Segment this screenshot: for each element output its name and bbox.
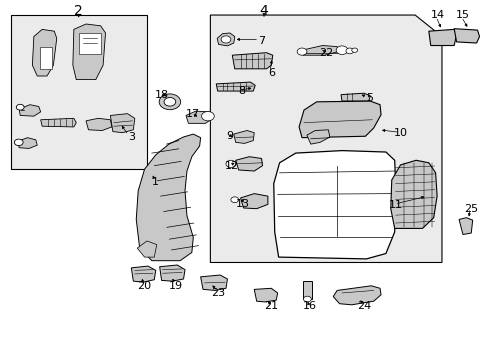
Polygon shape [40,47,52,69]
Text: 1: 1 [152,177,159,187]
Polygon shape [200,275,227,291]
Text: 22: 22 [319,48,333,58]
Circle shape [159,94,180,110]
Polygon shape [73,24,105,80]
Polygon shape [390,160,436,228]
Polygon shape [19,105,41,116]
Text: 15: 15 [455,10,469,20]
Polygon shape [32,30,57,76]
Polygon shape [137,241,157,257]
Polygon shape [18,138,37,148]
Circle shape [14,139,23,145]
Text: 20: 20 [137,281,151,291]
Polygon shape [458,218,472,234]
Polygon shape [332,286,380,305]
Text: 13: 13 [236,199,249,209]
Polygon shape [232,53,272,69]
Text: 17: 17 [185,109,200,119]
Polygon shape [216,82,255,91]
Text: 21: 21 [264,301,278,311]
Polygon shape [306,130,329,144]
Polygon shape [159,265,184,281]
Text: 7: 7 [258,36,264,46]
Text: 14: 14 [429,10,444,20]
Text: 12: 12 [225,161,239,171]
Circle shape [163,98,175,106]
Circle shape [16,104,24,110]
Circle shape [230,197,238,203]
Polygon shape [453,29,479,43]
Circle shape [297,48,306,55]
Text: 5: 5 [365,93,372,103]
Text: 25: 25 [463,204,477,214]
Circle shape [345,48,353,54]
Text: 3: 3 [128,132,135,142]
Polygon shape [41,118,76,127]
Polygon shape [86,118,112,131]
Text: 2: 2 [74,4,83,18]
Text: 9: 9 [226,131,233,141]
Text: 11: 11 [388,200,402,210]
Bar [303,281,311,299]
Polygon shape [185,111,212,123]
Circle shape [221,36,230,43]
Polygon shape [254,288,277,302]
Polygon shape [79,33,101,54]
Text: 19: 19 [169,281,183,291]
Bar [11,15,147,169]
Circle shape [225,160,235,167]
Text: 24: 24 [356,301,370,311]
Polygon shape [240,194,267,209]
Polygon shape [136,134,200,261]
Polygon shape [299,101,380,138]
Text: 16: 16 [302,301,316,311]
Circle shape [335,46,347,54]
Text: 23: 23 [211,288,225,298]
Circle shape [201,112,214,121]
Polygon shape [217,33,234,46]
Polygon shape [110,114,135,133]
Polygon shape [233,131,254,143]
Text: 6: 6 [268,68,275,78]
Text: 18: 18 [154,90,168,100]
Polygon shape [302,45,337,55]
Polygon shape [235,157,262,171]
Polygon shape [340,93,369,101]
Text: 4: 4 [259,4,268,18]
Circle shape [351,48,357,52]
Polygon shape [273,150,395,259]
Text: 8: 8 [238,86,245,96]
Text: 10: 10 [393,129,407,138]
Polygon shape [210,15,441,262]
Circle shape [303,296,311,302]
Polygon shape [131,266,156,282]
Polygon shape [428,30,456,45]
